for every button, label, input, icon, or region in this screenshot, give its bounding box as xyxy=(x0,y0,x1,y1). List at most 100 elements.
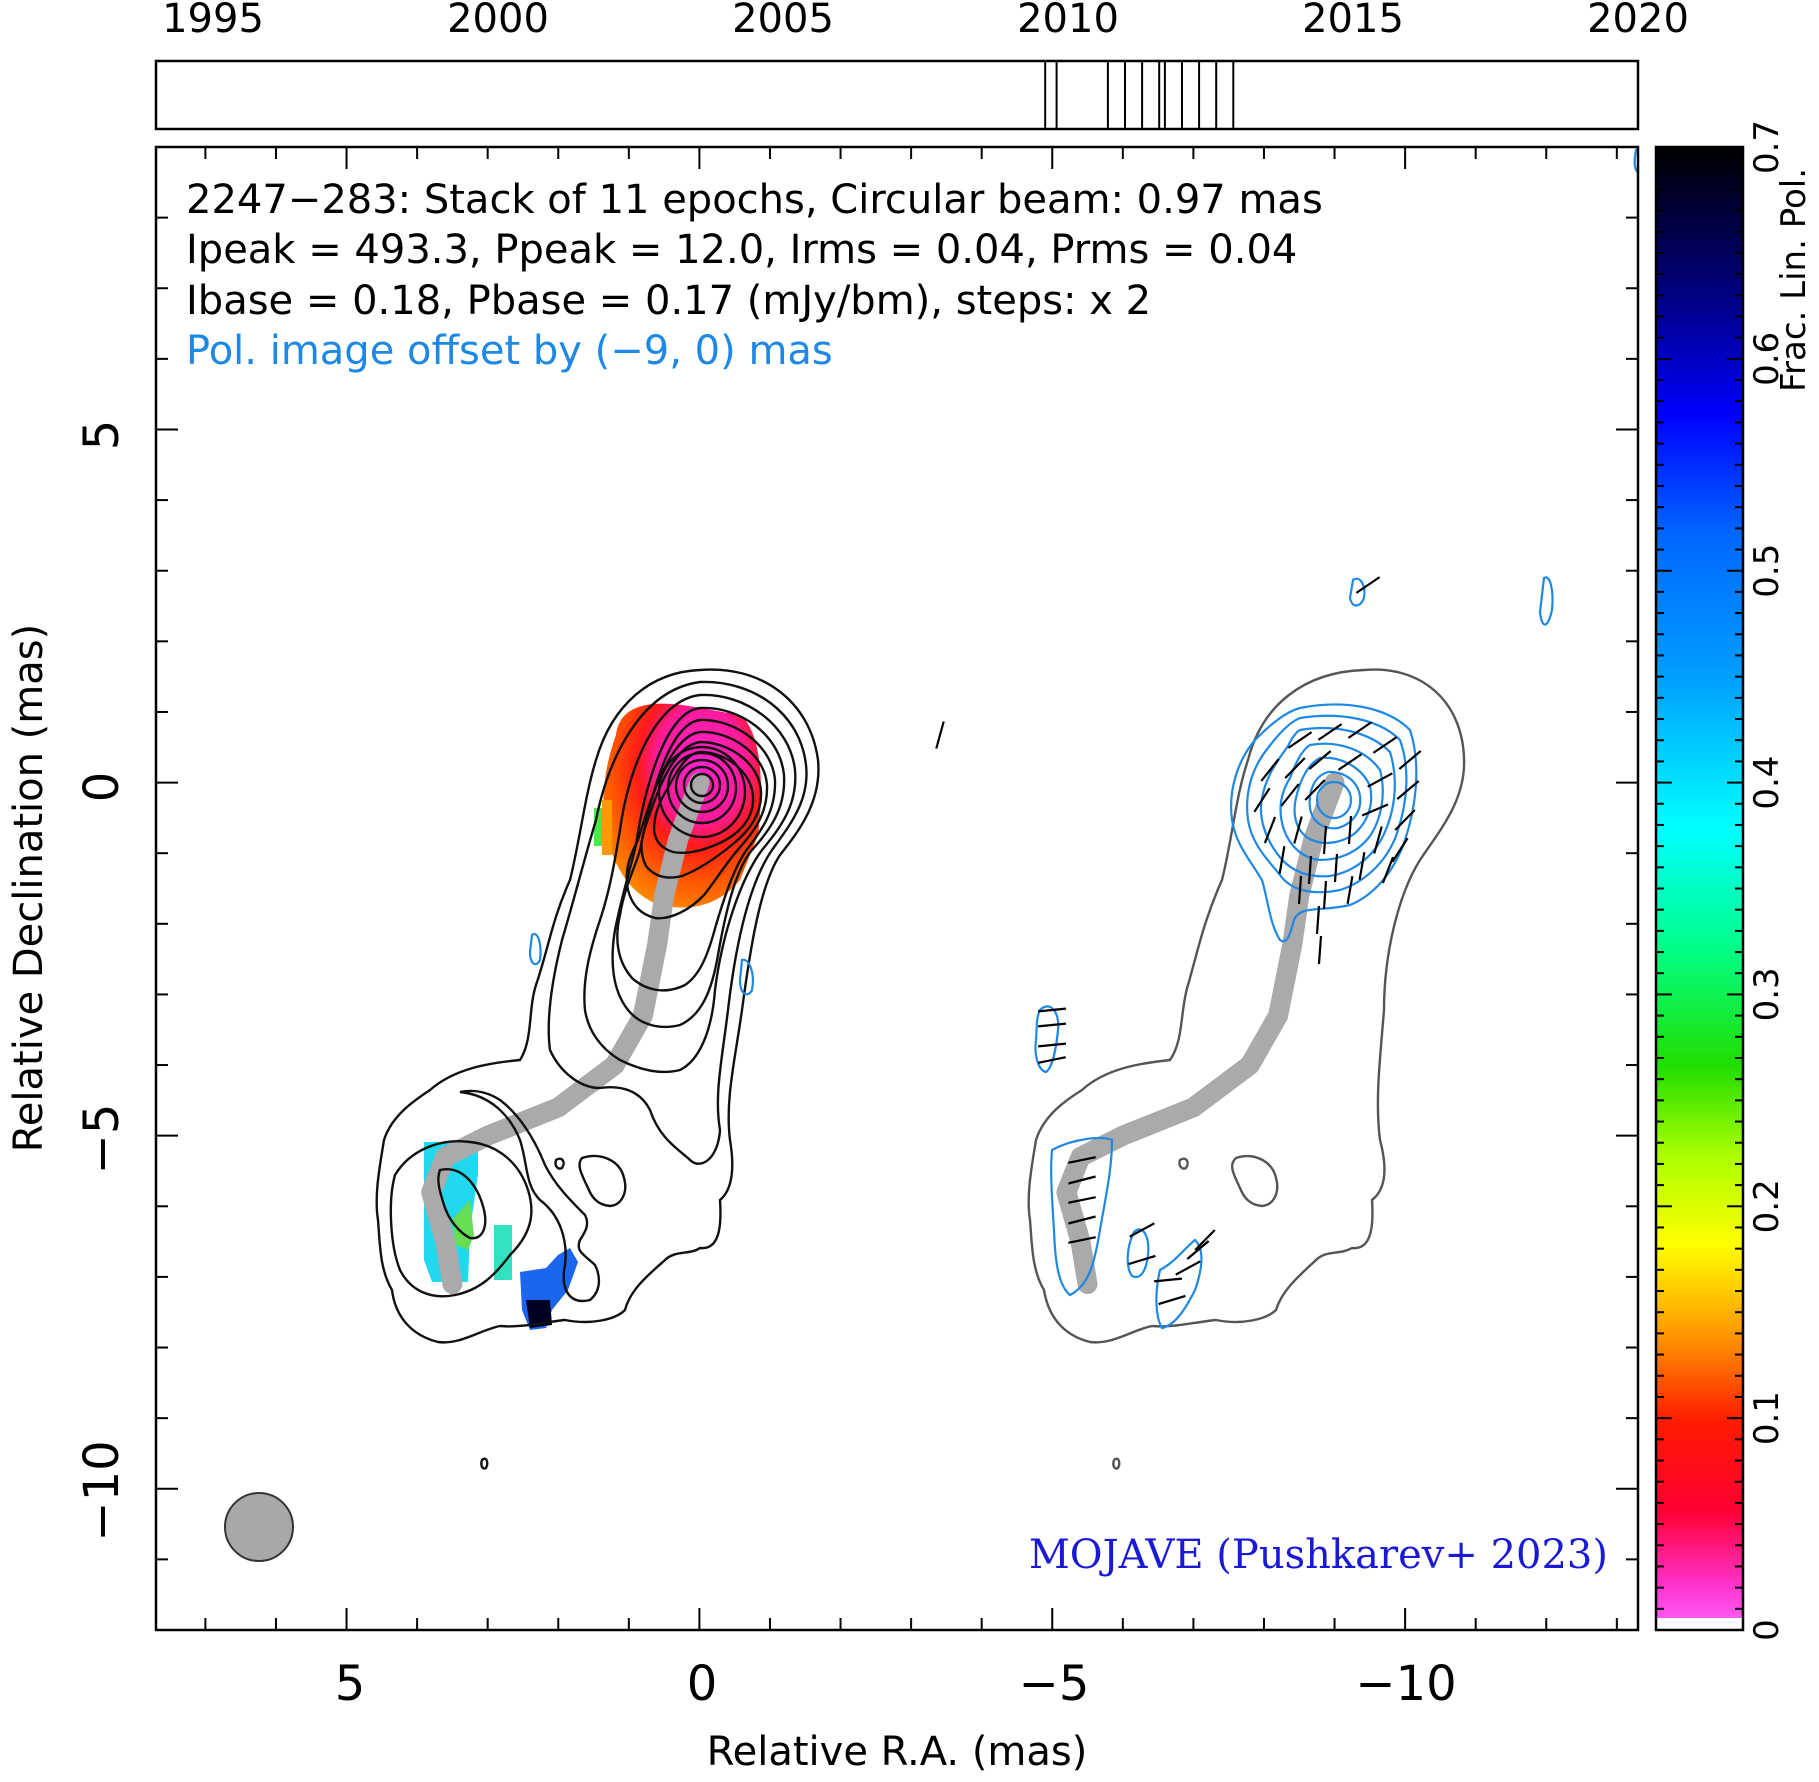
colorbar-tick-label: 0 xyxy=(1747,1619,1787,1641)
contour-speck-1 xyxy=(480,1457,489,1470)
evpa-stick xyxy=(1317,723,1343,741)
pol-island-c xyxy=(1126,1228,1150,1279)
colorbar: 0 0.1 0.2 0.3 0.4 0.5 0.6 0.7 Frac. Lin. Pol. xyxy=(1654,120,1814,1641)
beam xyxy=(224,1492,294,1562)
contour-11 xyxy=(674,758,730,814)
evpa-stick xyxy=(1394,809,1416,831)
pol-island-a xyxy=(1034,1005,1060,1074)
evpa-stick xyxy=(1037,1007,1067,1013)
offset-note: Pol. image offset by (−9, 0) mas xyxy=(186,328,833,374)
evpa-stick xyxy=(1307,855,1313,885)
map-frame xyxy=(154,145,1640,1632)
right-speck xyxy=(1112,1457,1121,1470)
contour-2 xyxy=(547,680,808,1165)
evpa-stick xyxy=(1367,772,1393,788)
right-jet-contour-1 xyxy=(1230,1154,1279,1208)
colorbar-tick-label: 0.4 xyxy=(1747,756,1787,810)
annotation-line-1: 2247−283: Stack of 11 epochs, Circular b… xyxy=(186,177,1323,223)
timeline: 1995 2000 2005 2010 2015 2020 xyxy=(154,0,1689,131)
pol-contour-2 xyxy=(1246,714,1408,894)
contour-10 xyxy=(666,751,738,825)
colorbar-fill xyxy=(1656,147,1743,1630)
right-jet-contour-2 xyxy=(1178,1157,1189,1170)
evpa-stick xyxy=(1347,721,1373,739)
ridgeline-right xyxy=(1056,772,1345,1294)
pol-contour-1 xyxy=(1230,703,1418,943)
x-tick-label: −5 xyxy=(1019,1656,1090,1712)
evpa-stick xyxy=(1347,815,1353,845)
contour-jet-1 xyxy=(459,1089,601,1303)
evpa-stick xyxy=(1038,1056,1066,1064)
contour-13 xyxy=(689,772,715,798)
y-tick-label: −5 xyxy=(74,1104,130,1175)
evpa-stick xyxy=(1263,816,1277,844)
timeline-year-label: 2015 xyxy=(1302,0,1404,42)
y-axis-label: Relative Declination (mas) xyxy=(6,624,52,1152)
evpa-stick xyxy=(1037,1022,1067,1028)
evpa-stick xyxy=(1175,1260,1201,1276)
evpa-stick xyxy=(1358,852,1366,880)
evpa-stick xyxy=(1346,876,1354,904)
evpa-stick xyxy=(1194,1229,1216,1251)
evpa-stick xyxy=(1158,1294,1186,1306)
timeline-tick-labels: 1995 2000 2005 2010 2015 2020 xyxy=(162,0,1689,42)
evpa-stick xyxy=(1398,750,1422,770)
evpa-stick xyxy=(1260,758,1280,782)
evpa-stick xyxy=(1129,1222,1155,1238)
timeline-year-label: 1995 xyxy=(162,0,264,42)
timeline-year-label: 2005 xyxy=(732,0,834,42)
timeline-epochs xyxy=(1044,61,1235,129)
annotation-line-2: Ipeak = 493.3, Ppeak = 12.0, Irms = 0.04… xyxy=(186,227,1297,273)
evpa-stick xyxy=(1304,779,1326,801)
evpa-stick xyxy=(1361,803,1389,817)
pol-contour-3 xyxy=(1259,726,1396,878)
evpa-stick xyxy=(1037,1042,1067,1048)
evpa-stick xyxy=(1253,787,1271,813)
evpa-stick xyxy=(1381,856,1395,884)
contour-jet-2 xyxy=(389,1140,533,1298)
evpa-stick xyxy=(1297,875,1303,905)
evpa-stick xyxy=(1153,1277,1183,1283)
evpa-stick xyxy=(1068,1236,1096,1244)
evpa-stick xyxy=(1068,1196,1096,1204)
x-tick-label: −10 xyxy=(1355,1656,1456,1712)
colorbar-label: Frac. Lin. Pol. xyxy=(1774,168,1814,392)
evpa-stick xyxy=(1372,736,1398,754)
contour-6 xyxy=(625,730,769,920)
colorbar-tick-label: 0.6 xyxy=(1747,332,1787,386)
pol-contour-5 xyxy=(1293,756,1373,844)
evpa-sticks xyxy=(935,576,1422,1306)
colorbar-ticks xyxy=(1656,146,1743,1631)
x-tick-label: 5 xyxy=(335,1656,366,1712)
evpa-stick xyxy=(1322,880,1328,910)
left-pol-contours xyxy=(528,932,754,996)
axis-ticks xyxy=(156,147,1638,1630)
timeline-year-label: 2000 xyxy=(447,0,549,42)
evpa-stick xyxy=(1317,935,1323,965)
contour-12 xyxy=(682,765,722,805)
colorbar-tick-labels: 0 0.1 0.2 0.3 0.4 0.5 0.6 0.7 xyxy=(1747,120,1787,1641)
credit-text: MOJAVE (Pushkarev+ 2023) xyxy=(1029,1532,1608,1578)
evpa-stick xyxy=(1068,1215,1096,1225)
annotation-block: 2247−283: Stack of 11 epochs, Circular b… xyxy=(186,177,1323,374)
evpa-stick xyxy=(1284,757,1306,779)
fracpol-jet-patch-2 xyxy=(494,1225,512,1280)
evpa-stick xyxy=(1068,1156,1096,1164)
colorbar-tick-label: 0.5 xyxy=(1747,544,1787,598)
contour-7 xyxy=(640,740,763,879)
pol-island-f xyxy=(1538,576,1554,626)
pol-island-e xyxy=(1348,577,1366,607)
pol-island-g xyxy=(1633,148,1638,174)
contour-5 xyxy=(616,718,777,992)
x-tick-labels: 5 0 −5 −10 xyxy=(335,1656,1457,1712)
colorbar-tick-label: 0.3 xyxy=(1747,967,1787,1021)
right-outer-contour xyxy=(1027,668,1466,1344)
colorbar-tick-label: 0.1 xyxy=(1747,1391,1787,1445)
timeline-frame xyxy=(154,59,1640,131)
pol-island-b xyxy=(1050,1136,1114,1297)
colorbar-tick-label: 0.2 xyxy=(1747,1179,1787,1233)
contour-jet-4 xyxy=(578,1154,627,1208)
annotation-line-3: Ibase = 0.18, Pbase = 0.17 (mJy/bm), ste… xyxy=(186,278,1151,324)
